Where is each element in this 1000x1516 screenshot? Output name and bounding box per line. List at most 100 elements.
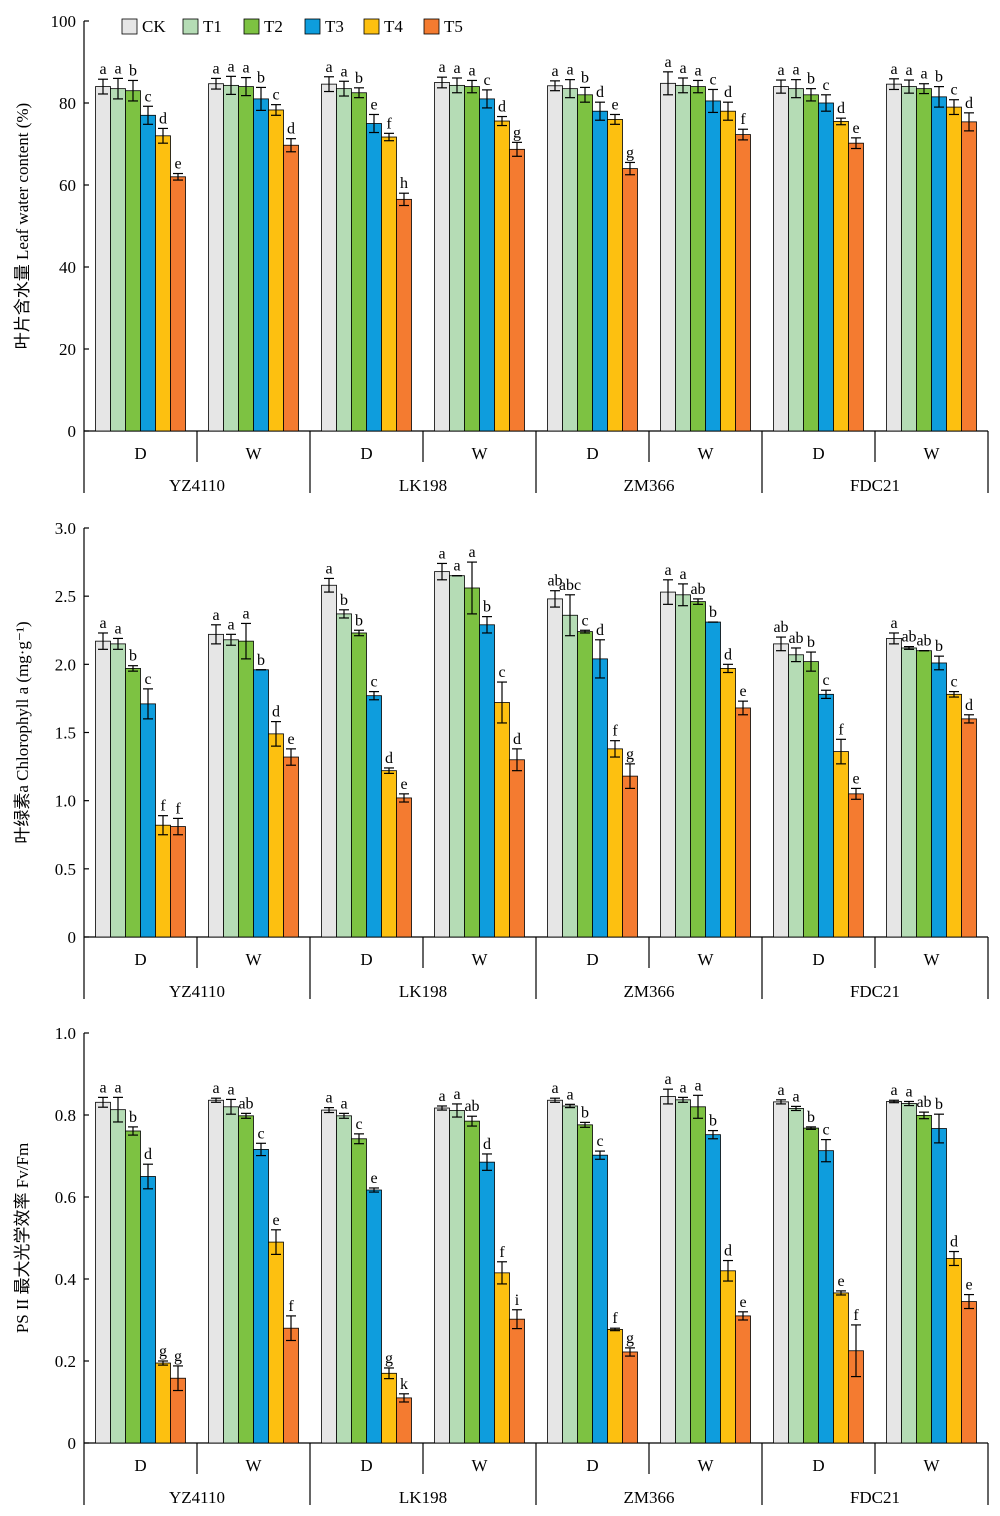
legend-swatch-t1 [182,18,199,35]
water-label: W [923,444,940,463]
y-tick-label: 60 [59,176,76,195]
bar-t3 [705,621,721,938]
bar-t4 [720,668,736,938]
panel-leaf-water-content: 0 20 40 60 80 100 叶片含水量 Leaf water content (%)… [13,12,989,495]
bar-t1 [562,1105,578,1444]
bar-t4 [381,136,397,432]
significance-letter: b [340,592,348,609]
significance-letter: a [566,62,573,79]
bar-t4 [494,702,510,938]
water-label: D [134,444,146,463]
y-tick-label: 0.5 [55,860,76,879]
significance-letter: c [709,71,716,88]
significance-letter: k [400,1376,408,1393]
water-label: D [586,1456,598,1475]
significance-letter: c [822,1122,829,1139]
significance-letter: ab [773,619,788,636]
significance-letter: d [965,697,973,714]
significance-letter: a [792,1088,799,1105]
y-tick-label: 40 [59,258,76,277]
bar-t2 [690,1106,706,1444]
significance-letter: d [965,95,973,112]
significance-letter: b [129,62,137,79]
bar-ck [660,82,676,432]
y-axis-title-chlorophyll-a: 叶绿素a Chlorophyll a (mg·g⁻¹) [13,621,32,843]
bar-t1 [675,1099,691,1444]
bar-t5 [283,1327,299,1444]
bar-ck [321,584,337,938]
bar-t1 [110,1109,126,1444]
significance-letter: a [340,1095,347,1112]
bar-t2 [238,640,254,938]
significance-letter: a [438,545,445,562]
significance-letter: a [679,1079,686,1096]
significance-letter: ab [916,1094,931,1111]
significance-letter: a [453,1086,460,1103]
cultivar-label-lk198: LK198 [399,1488,447,1507]
water-label: D [812,950,824,969]
bar-t3 [140,703,156,938]
significance-letter: d [144,1146,152,1163]
bar-t4 [494,120,510,432]
bar-ck [773,86,789,432]
significance-letter: c [950,82,957,99]
y-tick-label: 1.0 [55,792,76,811]
bar-t1 [901,1103,917,1444]
legend-label-t5: T5 [444,17,463,36]
significance-letter: d [724,84,732,101]
bar-t4 [720,110,736,432]
significance-letter: a [468,544,475,561]
cultivar-label-zm366: ZM366 [624,476,675,495]
significance-letter: b [709,1113,717,1130]
legend-label-t4: T4 [384,17,403,36]
significance-letter: e [852,120,859,137]
bar-t2 [803,94,819,432]
significance-letter: f [499,1244,505,1261]
significance-letter: ab [547,573,562,590]
water-label: W [245,950,262,969]
significance-letter: a [438,59,445,76]
significance-letter: b [129,648,137,665]
bar-t5 [961,718,977,938]
bar-t3 [253,669,269,938]
bar-ck [208,1099,224,1444]
significance-letter: b [355,70,363,87]
bar-t1 [449,84,465,432]
bar-t1 [788,654,804,938]
bar-t3 [931,1128,947,1444]
bar-t4 [720,1270,736,1444]
bar-ck [773,1101,789,1444]
significance-letter: ab [238,1095,253,1112]
bar-t3 [479,1161,495,1444]
significance-letter: a [325,59,332,76]
bar-t3 [818,693,834,938]
bar-ck [547,85,563,432]
significance-letter: a [920,66,927,83]
bar-t3 [366,695,382,938]
bar-ck [321,83,337,432]
bar-t4 [155,824,171,938]
y-tick-label: 2.5 [55,587,76,606]
significance-letter: c [498,664,505,681]
bar-t5 [848,793,864,938]
bar-t4 [946,106,962,432]
bar-ck [660,591,676,938]
significance-letter: d [498,99,506,116]
water-label: W [697,1456,714,1475]
legend: CK T1 T2 T3 T4 T5 [121,17,463,36]
y-tick-label: 0.4 [55,1270,77,1289]
water-label: D [812,1456,824,1475]
significance-letter: d [483,1136,491,1153]
bar-t4 [155,1362,171,1444]
significance-letter: a [325,560,332,577]
bar-t2 [577,94,593,432]
bar-t4 [381,770,397,938]
bar-t5 [735,134,751,432]
cultivar-label-lk198: LK198 [399,476,447,495]
bar-t2 [351,92,367,432]
bar-t2 [125,1130,141,1444]
significance-letter: a [212,60,219,77]
bar-t1 [788,88,804,432]
bar-t2 [351,1138,367,1444]
